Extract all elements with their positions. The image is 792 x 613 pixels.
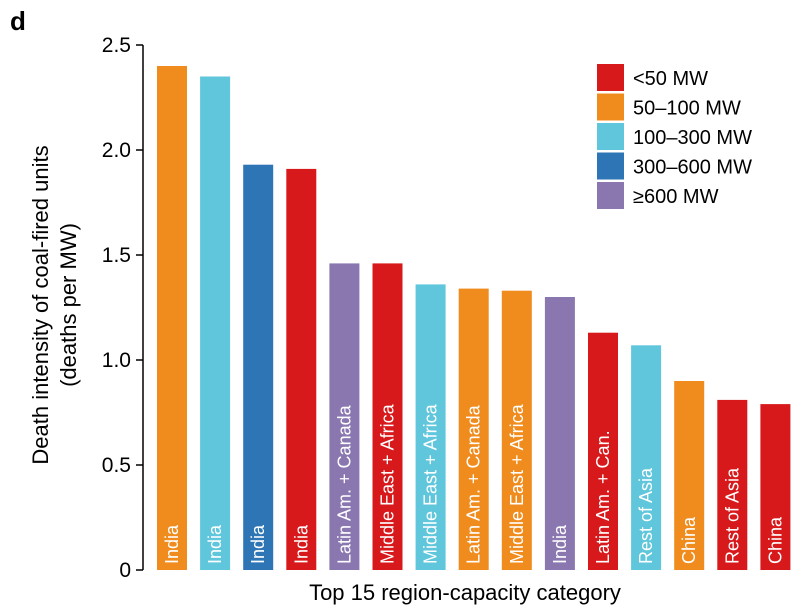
y-tick-label: 0.5 <box>102 454 131 477</box>
bar-label: Rest of Asia <box>636 467 656 564</box>
bar-label: Latin Am. + Can. <box>593 430 613 564</box>
bar <box>588 332 618 570</box>
bar-label: Middle East + Africa <box>378 403 398 564</box>
y-axis-title-line1: Death intensity of coal-fired units <box>28 145 53 464</box>
bar-label: China <box>765 516 785 564</box>
bar <box>329 263 360 570</box>
bar <box>157 66 187 570</box>
bar <box>501 290 532 570</box>
bar-label: India <box>550 524 570 564</box>
bar <box>674 381 705 570</box>
y-tick-label: 1.0 <box>102 349 131 372</box>
legend-label: 50–100 MW <box>633 98 741 120</box>
bar-label: Middle East + Africa <box>507 403 527 564</box>
bar-label: India <box>248 524 268 564</box>
bar <box>544 297 575 570</box>
legend-label: 100–300 MW <box>633 127 752 149</box>
legend-swatch <box>597 123 624 150</box>
bar <box>286 168 317 570</box>
bar <box>717 399 748 570</box>
bar <box>458 288 489 570</box>
legend-swatch <box>597 64 624 91</box>
bar <box>200 76 231 570</box>
bar <box>760 404 791 570</box>
legend-swatch <box>597 152 624 180</box>
y-axis-title-line2: (deaths per MW) <box>56 223 81 387</box>
bar <box>372 263 403 570</box>
bar <box>415 284 446 570</box>
x-axis-title: Top 15 region-capacity category <box>309 580 621 605</box>
bar-label: India <box>162 524 182 564</box>
legend-label: 300–600 MW <box>633 157 752 179</box>
bars-group: India India India India Latin Am. + Canada Mi… <box>157 66 791 570</box>
bar-label: Rest of Asia <box>722 467 742 564</box>
bar-label: Latin Am. + Canada <box>334 404 354 564</box>
legend: <50 MW 50–100 MW 100–300 MW 300–600 MW ≥600 … <box>597 64 752 209</box>
bar-label: Middle East + Africa <box>421 403 441 564</box>
bar-label: India <box>291 524 311 564</box>
bar-label: China <box>679 516 699 564</box>
y-tick-label: 2.0 <box>102 139 131 162</box>
bar-label: Latin Am. + Canada <box>464 404 484 564</box>
panel-label: d <box>10 6 26 36</box>
y-tick-label: 2.5 <box>102 34 131 57</box>
y-tick-label: 1.5 <box>102 244 131 267</box>
legend-label: ≥600 MW <box>633 186 719 208</box>
bar <box>631 345 662 570</box>
bar <box>243 164 274 570</box>
y-tick-label: 0 <box>119 559 131 582</box>
bar-label: India <box>205 524 225 564</box>
legend-label: <50 MW <box>633 68 708 90</box>
legend-swatch <box>597 182 624 209</box>
legend-swatch <box>597 93 624 121</box>
y-axis: 0 0.5 1.0 1.5 2.0 2.5 <box>102 34 144 582</box>
